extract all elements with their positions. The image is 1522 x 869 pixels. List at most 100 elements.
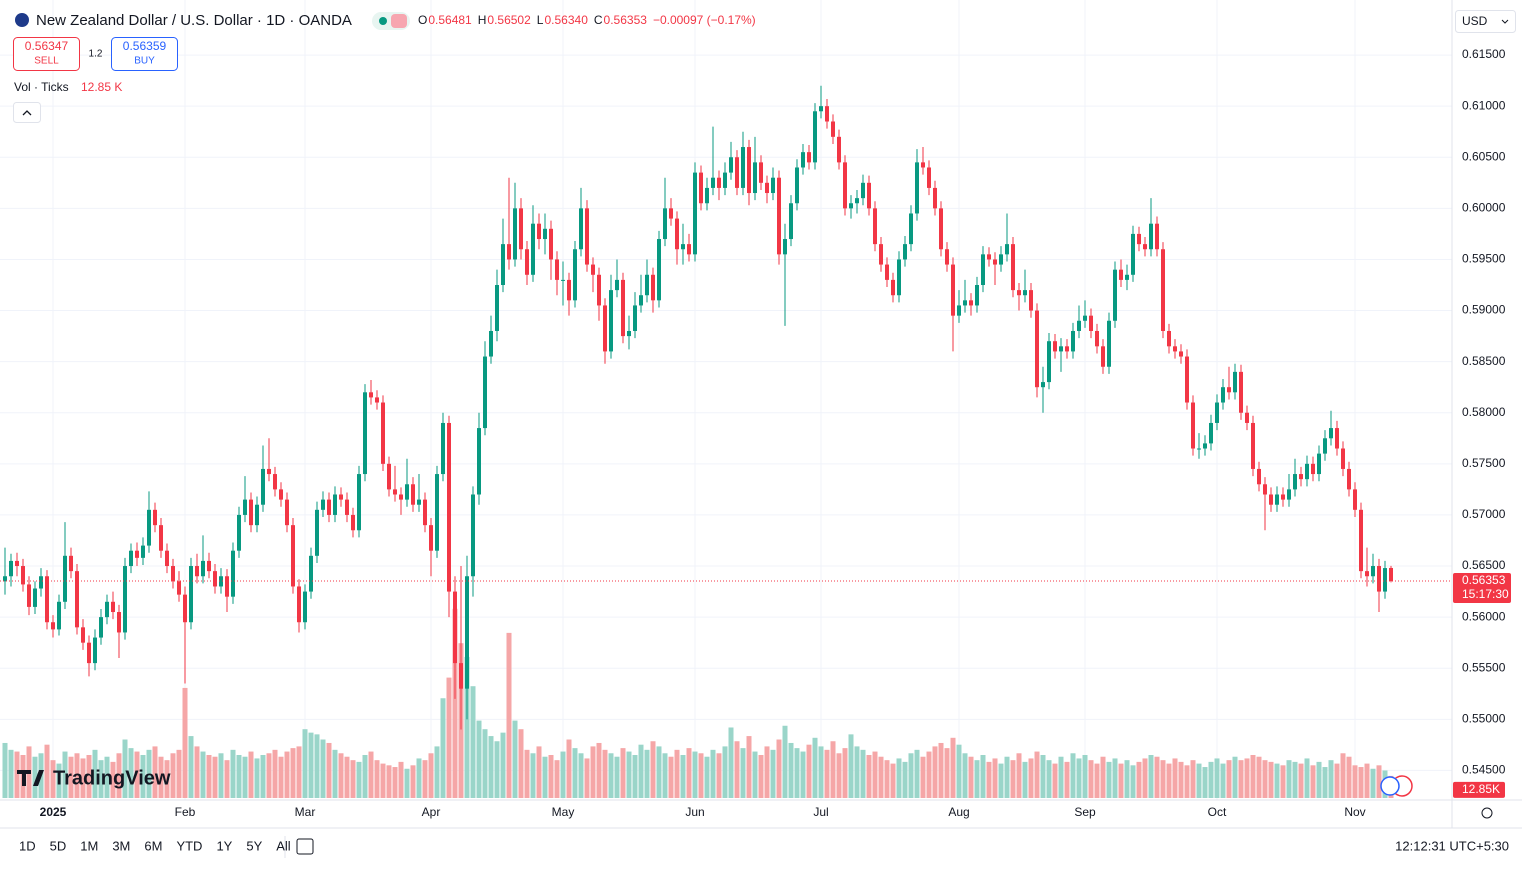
sell-button[interactable] (13, 37, 80, 71)
candle-body (393, 489, 397, 495)
settings-icon[interactable] (1481, 807, 1493, 819)
ohlc-value: 0.56481 (428, 13, 472, 27)
candle-body (1029, 290, 1033, 311)
candle-body (645, 274, 649, 296)
sell-price: 0.56347 (25, 39, 69, 53)
candle-body (651, 274, 655, 301)
event-icon[interactable] (1380, 776, 1400, 796)
candle-body (795, 167, 799, 204)
volume-bar (1076, 758, 1082, 798)
collapse-button[interactable] (13, 102, 41, 123)
candle-body (1167, 330, 1171, 347)
x-tick-label: Sep (1074, 805, 1096, 819)
range-button[interactable]: 3M (112, 838, 130, 853)
range-button[interactable]: 1M (80, 838, 98, 853)
candle-body (921, 162, 925, 168)
candle-body (945, 249, 949, 265)
candle-body (321, 499, 325, 510)
buy-price: 0.56359 (123, 39, 167, 53)
volume-bar (962, 753, 968, 798)
volume-bar (614, 756, 620, 798)
candle-body (15, 560, 19, 567)
calendar-icon[interactable] (296, 838, 314, 855)
volume-bar (686, 748, 692, 798)
volume-bar (170, 753, 176, 798)
candle-body (981, 254, 985, 286)
volume-bar (452, 608, 458, 798)
volume-bar (722, 746, 728, 798)
volume-bar (1106, 761, 1112, 798)
candle-body (57, 601, 61, 630)
candle-body (957, 305, 961, 316)
volume-bar (104, 756, 110, 798)
volume-bar (878, 756, 884, 798)
candle-body (327, 499, 331, 515)
volume-bar (1040, 755, 1046, 798)
candle-body (255, 504, 259, 526)
candle-body (189, 566, 193, 623)
candle-body (1065, 346, 1069, 352)
volume-bar (590, 746, 596, 798)
volume-bar (386, 765, 392, 798)
candle-body (1125, 274, 1129, 280)
volume-bar (1196, 763, 1202, 798)
volume-bar (536, 746, 542, 798)
volume-bar (842, 748, 848, 798)
volume-bar (1244, 758, 1250, 798)
range-button[interactable]: 5Y (246, 838, 262, 853)
range-button[interactable]: YTD (176, 838, 202, 853)
candle-body (309, 555, 313, 592)
volume-bar (1004, 756, 1010, 798)
candle-body (1107, 320, 1111, 367)
buy-button[interactable] (111, 37, 178, 71)
volume-bar (314, 734, 320, 798)
candle-body (399, 494, 403, 500)
volume-bar (224, 760, 230, 798)
range-button[interactable]: 1Y (216, 838, 232, 853)
range-button[interactable]: 5D (50, 838, 67, 853)
candle-body (969, 300, 973, 306)
volume-bar (122, 739, 128, 798)
candle-body (1071, 330, 1075, 352)
y-tick-label: 0.58000 (1462, 405, 1506, 419)
range-button[interactable]: All (276, 838, 291, 853)
candle-body (1335, 428, 1339, 449)
volume-bar (1028, 758, 1034, 798)
candle-body (1179, 351, 1183, 357)
range-button[interactable]: 6M (144, 838, 162, 853)
range-button[interactable]: 1D (19, 838, 36, 853)
candle-body (1005, 244, 1009, 255)
x-tick-label: Jul (813, 805, 828, 819)
volume-bar (1052, 763, 1058, 798)
market-status (379, 17, 387, 25)
volume-bar (812, 737, 818, 798)
candle-body (801, 152, 805, 168)
candle-body (993, 259, 997, 265)
volume-bar (728, 727, 734, 798)
volume-bar (182, 687, 188, 798)
volume-bar (68, 756, 74, 798)
volume-bar (1016, 753, 1022, 798)
volume-bar (866, 755, 872, 798)
volume-bar (956, 744, 962, 798)
candle-body (939, 208, 943, 250)
volume-bar (758, 755, 764, 798)
candle-body (693, 172, 697, 255)
x-tick-label: 2025 (40, 805, 67, 819)
candle-body (1053, 341, 1057, 352)
candle-body (225, 576, 229, 597)
candle-body (705, 187, 709, 204)
candle-body (807, 152, 811, 163)
ohlc-legend: O 0.56481 H 0.56502 L 0.56340 C 0.56353 −0.00097… (418, 13, 756, 27)
candle-body (861, 182, 865, 199)
candle-body (429, 525, 433, 551)
volume-bar (1070, 753, 1076, 798)
candle-body (207, 560, 211, 572)
candle-body (249, 499, 253, 526)
currency-select[interactable] (1455, 10, 1516, 33)
volume-bar (1058, 756, 1064, 798)
volume-bar (938, 742, 944, 798)
candle-body (525, 249, 529, 275)
volume-bar (1322, 767, 1328, 798)
candle-body (1161, 249, 1165, 331)
